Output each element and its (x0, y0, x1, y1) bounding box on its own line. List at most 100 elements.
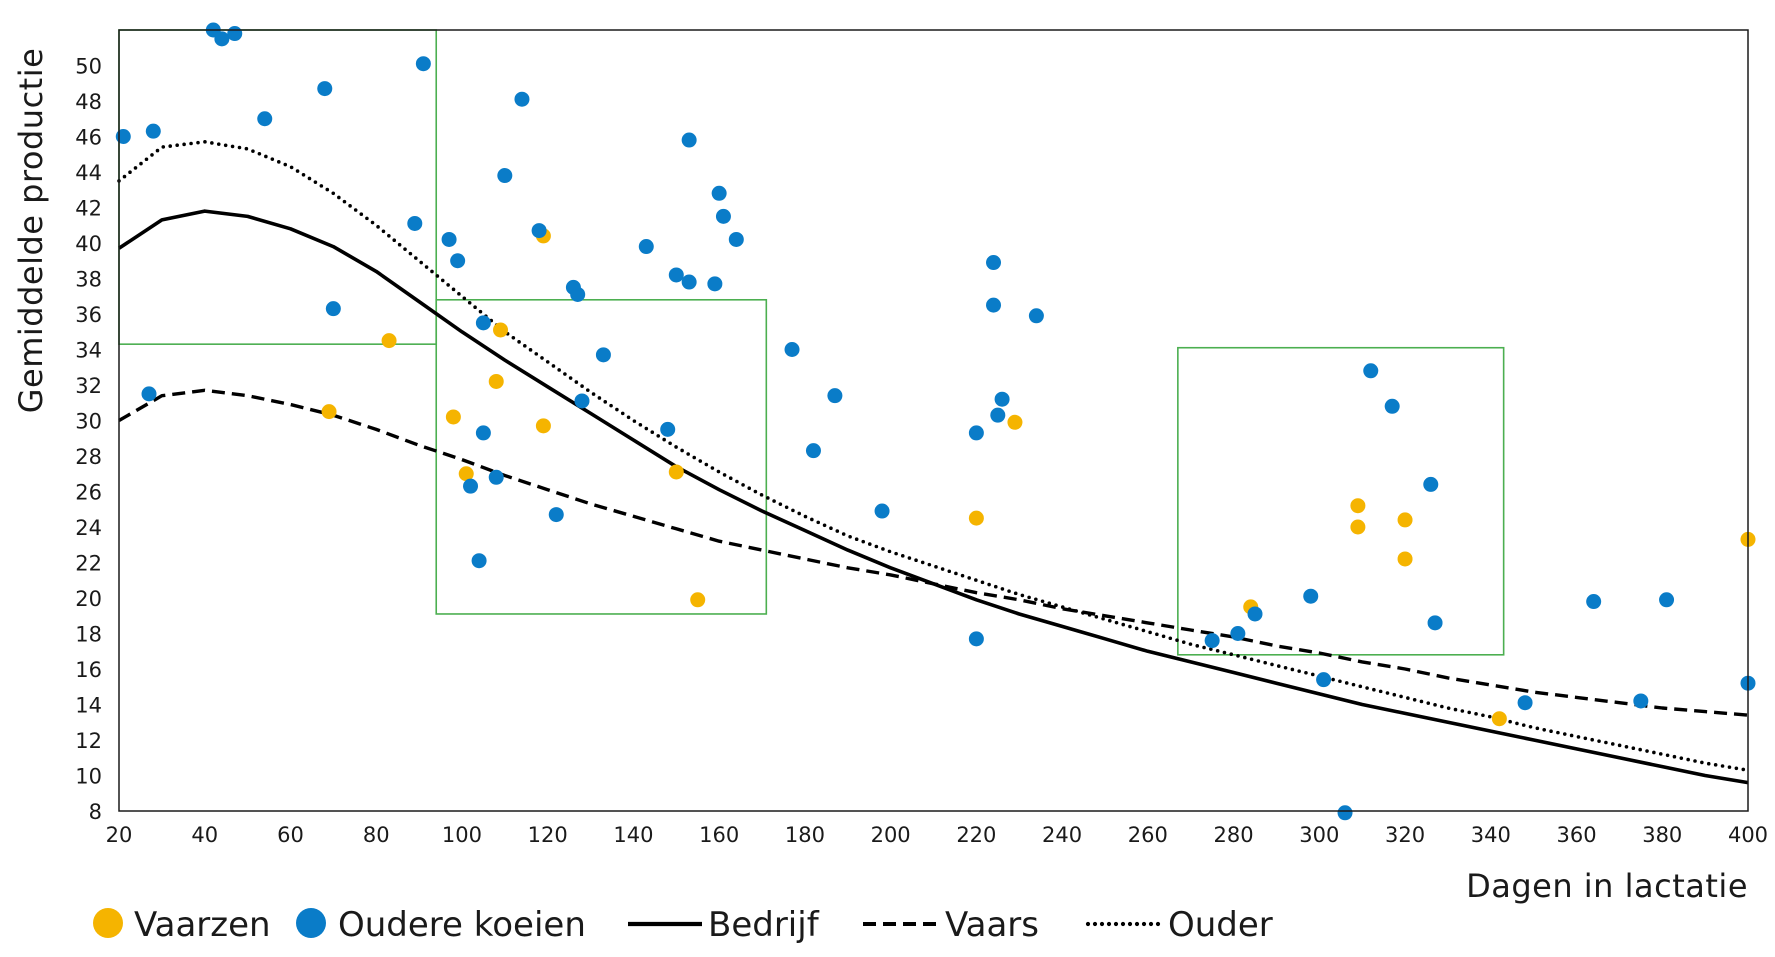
highlight-box (1177, 346, 1505, 656)
point-oudere-koeien (1517, 695, 1533, 711)
point-oudere-koeien (531, 223, 547, 239)
point-oudere-koeien (1230, 626, 1246, 641)
y-tick-label: 14 (75, 694, 102, 718)
y-tick-label: 32 (75, 374, 102, 398)
point-oudere-koeien (827, 388, 843, 404)
y-tick-label: 8 (89, 800, 102, 824)
x-tick-label: 200 (871, 823, 911, 847)
y-tick-label: 38 (75, 268, 102, 292)
point-oudere-koeien (227, 26, 243, 42)
legend-label-vaarzen: Vaarzen (134, 905, 271, 945)
point-oudere-koeien (711, 185, 727, 201)
point-oudere-koeien (1247, 606, 1263, 622)
point-vaarzen (968, 510, 984, 526)
y-tick-label: 46 (75, 126, 102, 150)
point-vaarzen (381, 333, 397, 349)
x-tick-label: 380 (1642, 823, 1682, 847)
point-vaarzen (1397, 512, 1413, 528)
x-tick-label: 220 (956, 823, 996, 847)
y-tick-label: 42 (75, 197, 102, 221)
x-tick-label: 60 (277, 823, 304, 847)
y-tick-label: 12 (75, 729, 102, 753)
y-tick-label: 18 (75, 623, 102, 647)
point-oudere-koeien (1384, 398, 1400, 414)
plot-frame (118, 29, 1749, 812)
point-oudere-koeien (990, 407, 1006, 423)
point-vaarzen (445, 409, 461, 425)
y-tick-label: 48 (75, 90, 102, 114)
x-tick-label: 40 (191, 823, 218, 847)
x-tick-label: 20 (106, 823, 133, 847)
point-oudere-koeien (1363, 363, 1379, 379)
point-oudere-koeien (728, 231, 744, 247)
point-oudere-koeien (1204, 633, 1220, 649)
scatter-points (115, 22, 1756, 821)
x-axis-ticks: 20 40 60 80 100 120 140 160 180 200 220 240 260 280 30… (106, 823, 1768, 847)
x-tick-label: 140 (613, 823, 653, 847)
point-oudere-koeien (463, 478, 479, 494)
point-vaarzen (1350, 498, 1366, 514)
y-tick-label: 24 (75, 516, 102, 540)
point-oudere-koeien (115, 129, 131, 144)
point-oudere-koeien (681, 132, 697, 148)
point-oudere-koeien (450, 253, 466, 269)
point-vaarzen (321, 404, 337, 420)
point-oudere-koeien (514, 91, 530, 107)
point-oudere-koeien (681, 274, 697, 290)
trend-line-ouder (117, 140, 1750, 773)
x-tick-label: 400 (1728, 823, 1768, 847)
point-vaarzen (690, 592, 706, 608)
point-oudere-koeien (548, 507, 564, 523)
point-oudere-koeien (214, 31, 230, 47)
point-oudere-koeien (968, 425, 984, 441)
highlight-box (435, 298, 768, 615)
point-oudere-koeien (325, 301, 341, 317)
point-oudere-koeien (986, 297, 1002, 313)
point-oudere-koeien (986, 255, 1002, 271)
x-tick-label: 120 (528, 823, 568, 847)
point-oudere-koeien (441, 231, 457, 247)
legend-label-bedrijf: Bedrijf (708, 905, 820, 945)
point-oudere-koeien (638, 239, 654, 255)
y-tick-label: 20 (75, 587, 102, 611)
y-tick-label: 26 (75, 481, 102, 505)
point-oudere-koeien (574, 393, 590, 409)
point-oudere-koeien (317, 81, 333, 97)
point-oudere-koeien (475, 425, 491, 441)
point-oudere-koeien (415, 56, 431, 72)
x-tick-label: 180 (785, 823, 825, 847)
x-tick-label: 160 (699, 823, 739, 847)
x-axis-label: Dagen in lactatie (1466, 867, 1748, 905)
point-oudere-koeien (874, 503, 890, 519)
point-oudere-koeien (141, 386, 157, 402)
point-vaarzen (1491, 711, 1507, 727)
x-tick-label: 340 (1471, 823, 1511, 847)
point-oudere-koeien (257, 111, 273, 127)
point-vaarzen (493, 322, 509, 338)
point-oudere-koeien (1423, 476, 1439, 492)
point-oudere-koeien (1633, 693, 1649, 709)
point-oudere-koeien (1427, 615, 1443, 631)
y-tick-label: 28 (75, 445, 102, 469)
point-vaarzen (1350, 519, 1366, 535)
point-oudere-koeien (475, 315, 491, 331)
x-tick-label: 260 (1128, 823, 1168, 847)
point-oudere-koeien (570, 286, 586, 302)
y-tick-label: 40 (75, 232, 102, 256)
point-oudere-koeien (497, 168, 513, 184)
trend-line-vaars (118, 388, 1749, 717)
y-axis-label: Gemiddelde productie (12, 48, 50, 414)
point-oudere-koeien (595, 347, 611, 363)
point-vaarzen (1007, 414, 1023, 430)
x-tick-label: 80 (363, 823, 390, 847)
legend-marker-oudere-koeien (296, 908, 326, 938)
point-oudere-koeien (1337, 805, 1353, 821)
point-oudere-koeien (660, 421, 676, 437)
point-oudere-koeien (1028, 308, 1044, 324)
legend-marker-vaarzen (93, 908, 123, 938)
legend-label-ouder: Ouder (1168, 905, 1273, 945)
y-tick-label: 36 (75, 303, 102, 327)
point-oudere-koeien (488, 469, 504, 485)
x-tick-label: 240 (1042, 823, 1082, 847)
